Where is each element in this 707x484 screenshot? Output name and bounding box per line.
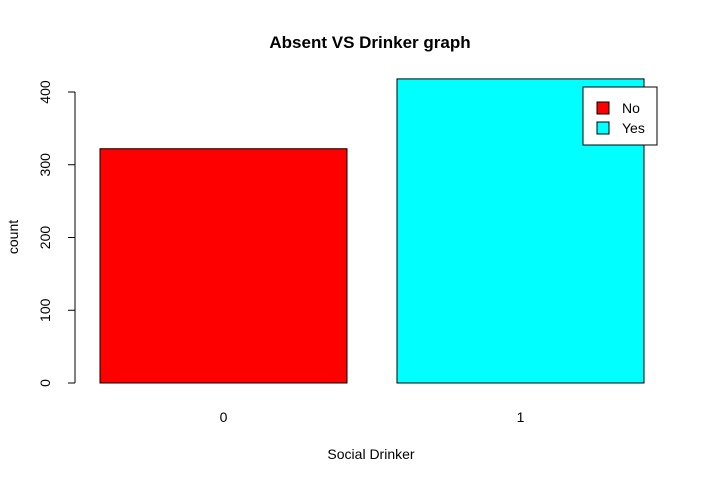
y-tick-label-100: 100 xyxy=(37,298,53,322)
x-tick-label-1: 1 xyxy=(517,409,525,425)
legend: No Yes xyxy=(582,86,658,146)
y-tick-label-400: 400 xyxy=(37,80,53,104)
legend-label-yes: Yes xyxy=(622,120,645,136)
y-tick-label-300: 300 xyxy=(37,153,53,177)
x-tick-label-0: 0 xyxy=(220,409,228,425)
y-axis: 0 100 200 300 400 xyxy=(37,80,76,387)
chart-title: Absent VS Drinker graph xyxy=(269,33,470,52)
y-tick-label-0: 0 xyxy=(37,379,53,387)
legend-swatch-no xyxy=(596,101,610,115)
y-axis-label: count xyxy=(5,220,21,254)
bar-0 xyxy=(99,148,348,384)
y-tick-label-200: 200 xyxy=(37,226,53,250)
x-axis-label: Social Drinker xyxy=(327,446,414,462)
bars xyxy=(99,78,645,384)
legend-swatch-yes xyxy=(596,121,610,135)
legend-box xyxy=(582,86,658,146)
legend-label-no: No xyxy=(622,100,640,116)
